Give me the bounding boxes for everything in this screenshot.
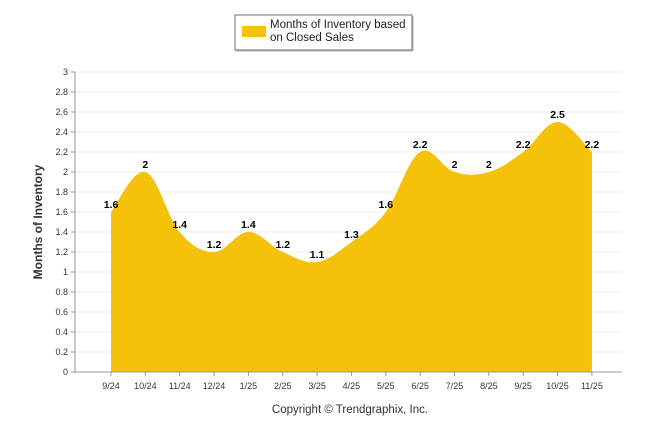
y-tick-label: 1.6 bbox=[55, 207, 68, 217]
y-tick-label: 0.2 bbox=[55, 347, 68, 357]
data-label: 2.2 bbox=[516, 139, 531, 151]
axes bbox=[74, 72, 622, 373]
x-tick-labels: 9/24 10/24 11/24 12/24 1/25 2/25 3/25 4/25 5/25 6… bbox=[102, 372, 603, 391]
x-tick-label: 8/25 bbox=[480, 381, 498, 391]
x-tick-label: 9/25 bbox=[514, 381, 532, 391]
data-label: 2 bbox=[452, 159, 458, 171]
x-tick-label: 7/25 bbox=[446, 381, 464, 391]
x-tick-label: 3/25 bbox=[308, 381, 326, 391]
series-area bbox=[111, 122, 592, 372]
data-label: 1.6 bbox=[104, 199, 119, 211]
data-labels: 1.6 2 1.4 1.2 1.4 1.2 1.1 1.3 1.6 2.2 2 2 2.2 2.5 2.2 bbox=[104, 109, 600, 261]
data-label: 1.1 bbox=[310, 249, 325, 261]
x-tick-label: 10/24 bbox=[134, 381, 157, 391]
data-label: 2 bbox=[142, 159, 148, 171]
y-tick-label: 0 bbox=[63, 367, 68, 377]
copyright-footer: Copyright © Trendgraphix, Inc. bbox=[272, 404, 428, 416]
y-tick-label: 0.8 bbox=[55, 287, 68, 297]
data-label: 1.6 bbox=[378, 199, 393, 211]
legend-label-line2: on Closed Sales bbox=[270, 32, 354, 44]
data-label: 2.5 bbox=[550, 109, 565, 121]
y-tick-label: 2.6 bbox=[55, 107, 68, 117]
x-tick-label: 5/25 bbox=[377, 381, 395, 391]
data-label: 2.2 bbox=[585, 139, 600, 151]
y-tick-label: 1.8 bbox=[55, 187, 68, 197]
area-series-fill bbox=[111, 122, 592, 372]
x-tick-label: 12/24 bbox=[203, 381, 226, 391]
x-tick-label: 4/25 bbox=[343, 381, 361, 391]
x-tick-label: 1/25 bbox=[240, 381, 258, 391]
x-tick-label: 11/25 bbox=[581, 381, 603, 391]
y-tick-label: 1.4 bbox=[55, 227, 68, 237]
x-tick-label: 10/25 bbox=[546, 381, 569, 391]
y-tick-label: 2.2 bbox=[55, 147, 68, 157]
x-tick-label: 6/25 bbox=[411, 381, 429, 391]
data-label: 1.3 bbox=[344, 229, 359, 241]
y-tick-label: 2.8 bbox=[55, 87, 68, 97]
y-tick-label: 0.4 bbox=[55, 327, 68, 337]
data-label: 2 bbox=[486, 159, 492, 171]
data-label: 1.4 bbox=[172, 219, 187, 231]
data-label: 1.4 bbox=[241, 219, 256, 231]
data-label: 1.2 bbox=[207, 239, 222, 251]
y-tick-label: 2.4 bbox=[55, 127, 68, 137]
y-tick-label: 0.6 bbox=[55, 307, 68, 317]
y-tick-label: 1 bbox=[63, 267, 68, 277]
x-tick-label: 9/24 bbox=[102, 381, 120, 391]
y-tick-label: 3 bbox=[63, 67, 68, 77]
legend-label-line1: Months of Inventory based bbox=[270, 19, 406, 31]
y-tick-label: 2 bbox=[63, 167, 68, 177]
y-tick-label: 1.2 bbox=[55, 247, 68, 257]
x-tick-label: 2/25 bbox=[274, 381, 292, 391]
y-axis-title: Months of Inventory bbox=[31, 164, 45, 279]
data-label: 1.2 bbox=[275, 239, 290, 251]
data-label: 2.2 bbox=[413, 139, 428, 151]
legend-swatch bbox=[242, 26, 266, 37]
legend: Months of Inventory based on Closed Sale… bbox=[234, 14, 414, 52]
x-tick-label: 11/24 bbox=[169, 381, 191, 391]
y-tick-labels: 0 0.2 0.4 0.6 0.8 1 1.2 1.4 1.6 1.8 2 2.2 2.4 2.6 2.8 3 bbox=[55, 67, 75, 377]
